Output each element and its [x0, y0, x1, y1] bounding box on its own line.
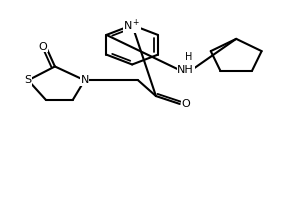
Text: N$^+$: N$^+$ — [123, 17, 141, 33]
Text: H: H — [185, 52, 192, 62]
Text: N: N — [80, 75, 89, 85]
Text: O: O — [39, 42, 47, 52]
Text: S: S — [25, 75, 32, 85]
Text: NH: NH — [177, 65, 194, 75]
Text: O: O — [181, 99, 190, 109]
